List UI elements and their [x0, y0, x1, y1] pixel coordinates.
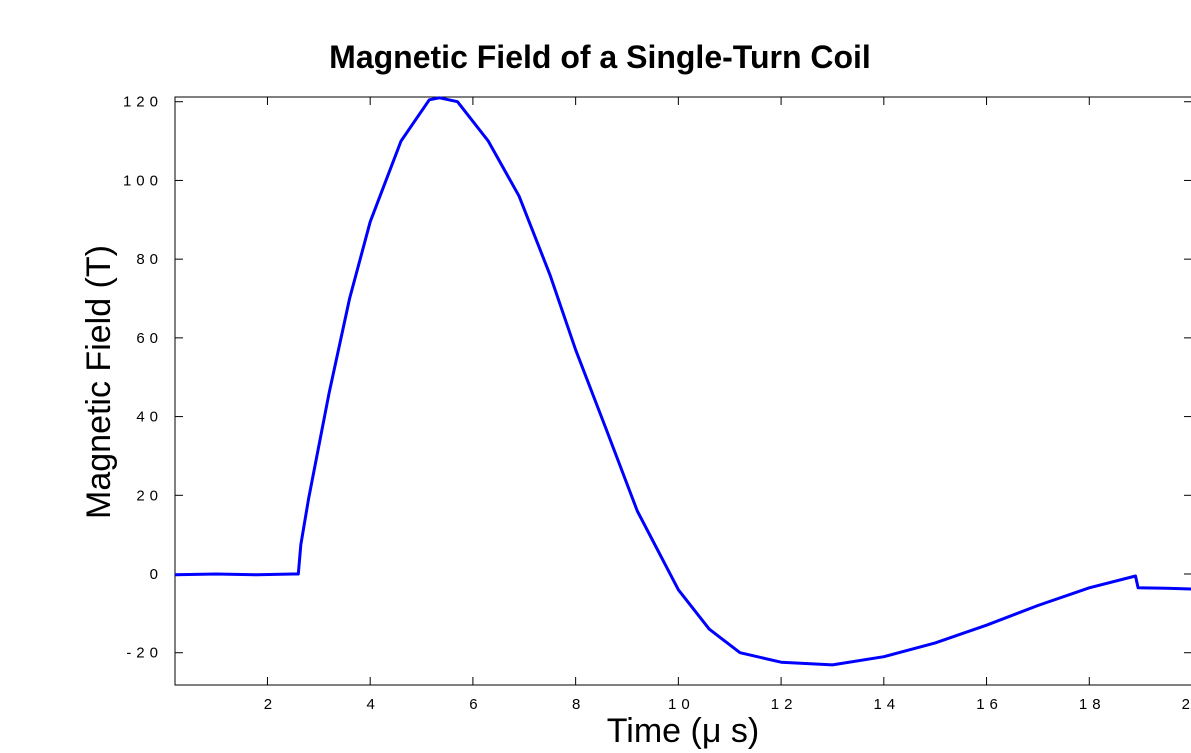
y-tick-label: 40 [136, 409, 163, 426]
plot-frame [174, 96, 1191, 686]
x-axis-label: Time (μ s) [607, 712, 759, 750]
y-axis-label: Magnetic Field (T) [80, 245, 118, 519]
y-tick-label: 120 [123, 94, 163, 111]
x-tick-label: 2 [264, 696, 277, 713]
y-tick-label: 100 [123, 172, 163, 189]
x-tick-label: 8 [572, 696, 585, 713]
x-tick-label: 14 [873, 696, 900, 713]
x-tick-label: 16 [976, 696, 1003, 713]
x-tick-label: 4 [367, 696, 380, 713]
data-line [174, 96, 1191, 667]
x-tick-label: 18 [1079, 696, 1106, 713]
x-tick-label: 20 [1182, 696, 1191, 713]
x-tick-label: 10 [668, 696, 695, 713]
x-tick-label: 12 [771, 696, 798, 713]
y-tick-label: 0 [150, 566, 163, 583]
x-tick-label: 6 [469, 696, 482, 713]
y-tick-label: 60 [136, 330, 163, 347]
y-tick-label: 80 [136, 251, 163, 268]
chart-title: Magnetic Field of a Single-Turn Coil [329, 39, 871, 75]
y-tick-label: 20 [136, 487, 163, 504]
y-tick-label: -20 [126, 645, 163, 662]
